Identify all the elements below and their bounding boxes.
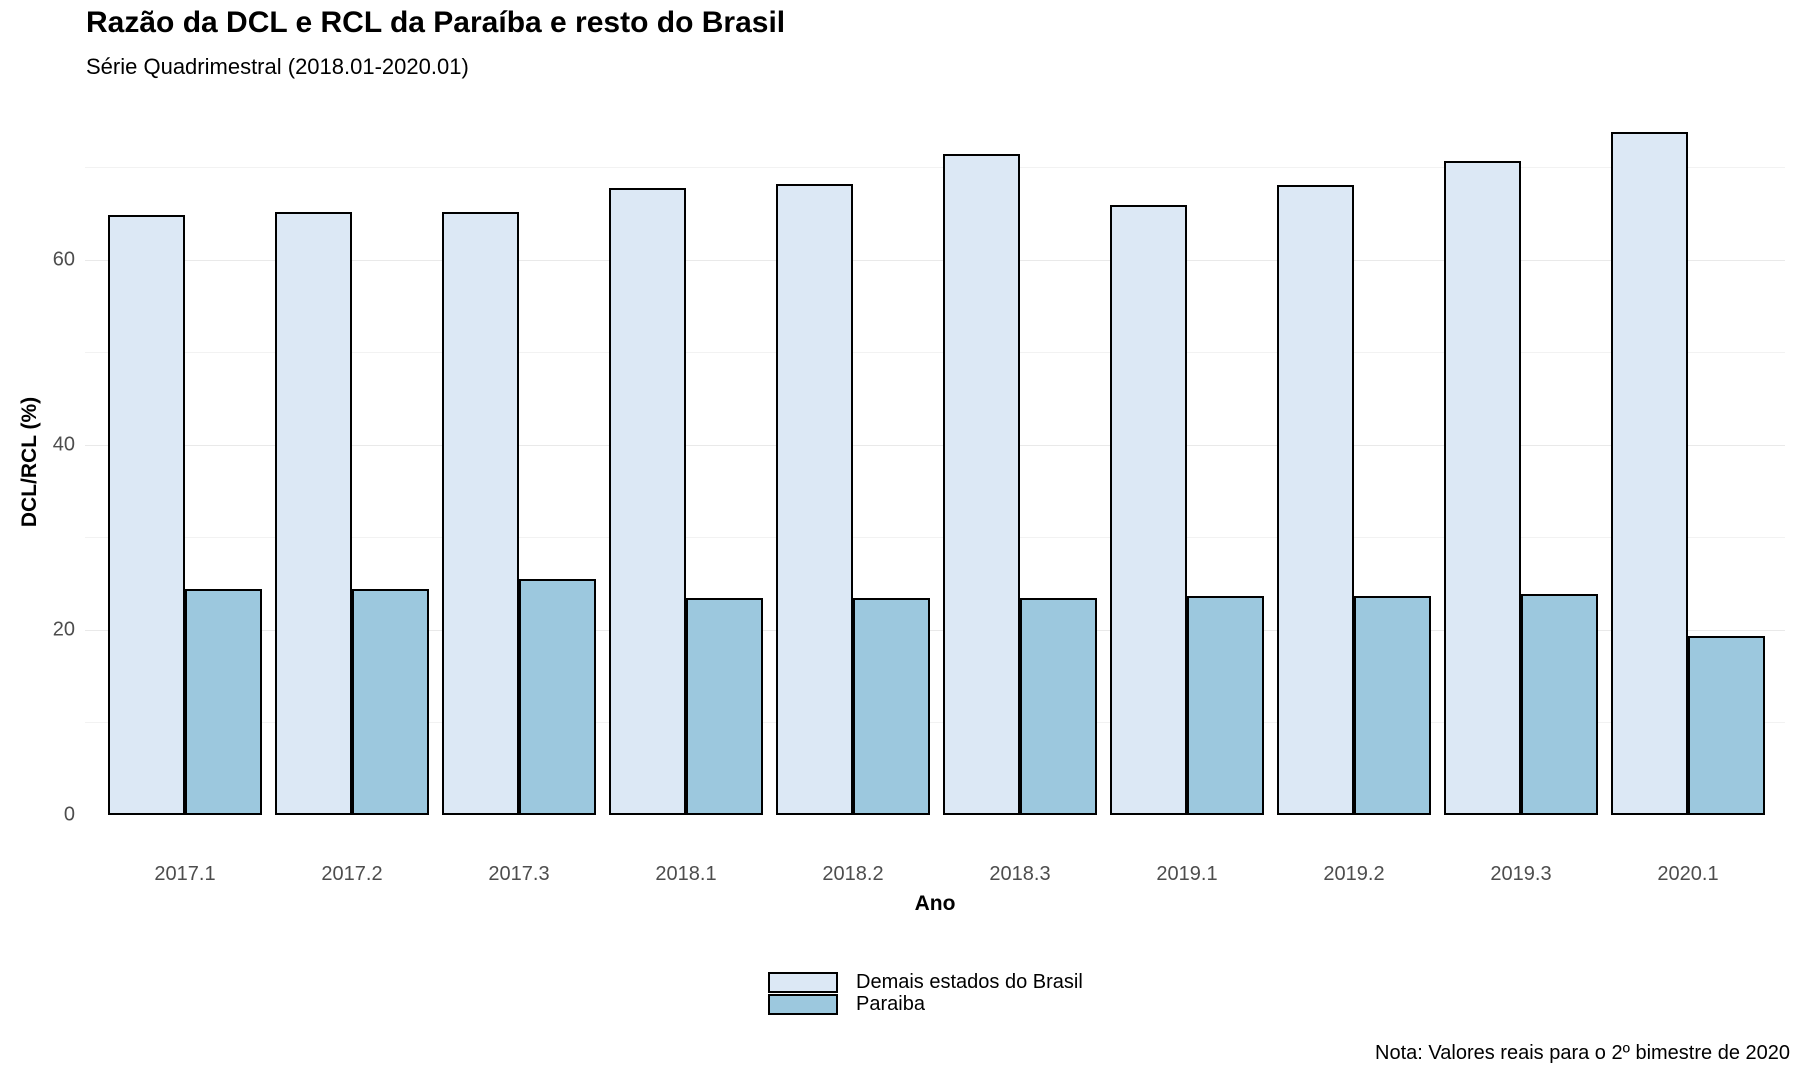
minor-gridline — [85, 537, 1785, 539]
bar-demais-2017.3 — [442, 211, 519, 815]
bar-paraiba-2018.1 — [686, 597, 763, 815]
x-tick-label: 2018.1 — [655, 863, 717, 885]
bar-paraiba-2017.3 — [519, 579, 596, 815]
legend-row-paraiba: Paraiba — [768, 993, 1083, 1015]
x-tick-label: 2017.2 — [321, 863, 383, 885]
bar-demais-2019.3 — [1444, 160, 1521, 815]
x-tick-label: 2019.3 — [1490, 863, 1552, 885]
legend-swatch-demais-icon — [768, 971, 838, 993]
y-tick-label: 20 — [52, 618, 75, 641]
major-gridline — [85, 629, 1785, 631]
x-tick-label: 2019.2 — [1323, 863, 1385, 885]
bar-paraiba-2019.3 — [1521, 593, 1598, 815]
bar-demais-2020.1 — [1611, 132, 1688, 815]
minor-gridline — [85, 722, 1785, 724]
major-gridline — [85, 259, 1785, 261]
bar-demais-2019.2 — [1277, 184, 1354, 815]
minor-gridline — [85, 167, 1785, 169]
bar-paraiba-2019.2 — [1354, 595, 1431, 815]
bar-demais-2017.2 — [275, 211, 352, 815]
x-tick-label: 2017.3 — [488, 863, 550, 885]
major-gridline — [85, 444, 1785, 446]
legend-label-demais: Demais estados do Brasil — [856, 970, 1083, 993]
x-tick-label: 2019.1 — [1156, 863, 1218, 885]
bar-paraiba-2018.3 — [1020, 597, 1097, 815]
y-tick-label: 40 — [52, 433, 75, 456]
legend-label-paraiba: Paraiba — [856, 992, 925, 1015]
chart-title: Razão da DCL e RCL da Paraíba e resto do… — [86, 6, 786, 39]
bar-demais-2018.1 — [609, 187, 686, 815]
x-tick-label: 2020.1 — [1657, 863, 1719, 885]
bar-paraiba-2017.1 — [185, 589, 262, 815]
minor-gridline — [85, 352, 1785, 354]
bar-demais-2019.1 — [1110, 205, 1187, 815]
plot-panel — [85, 110, 1785, 815]
y-tick-label: 0 — [63, 803, 75, 826]
bar-demais-2017.1 — [108, 214, 185, 815]
bar-paraiba-2017.2 — [352, 589, 429, 815]
legend: Demais estados do Brasil Paraiba — [768, 971, 1083, 1015]
x-tick-label: 2018.2 — [822, 863, 884, 885]
legend-row-demais: Demais estados do Brasil — [768, 971, 1083, 993]
bar-demais-2018.3 — [943, 154, 1020, 815]
caption-note: Nota: Valores reais para o 2º bimestre d… — [1375, 1042, 1790, 1064]
bar-demais-2018.2 — [776, 184, 853, 815]
bar-paraiba-2018.2 — [853, 597, 930, 815]
x-axis-title: Ano — [914, 892, 956, 915]
legend-swatch-paraiba-icon — [768, 993, 838, 1015]
chart-subtitle: Série Quadrimestral (2018.01-2020.01) — [86, 54, 469, 79]
bar-paraiba-2019.1 — [1187, 595, 1264, 815]
bar-paraiba-2020.1 — [1688, 635, 1765, 815]
x-tick-label: 2017.1 — [154, 863, 216, 885]
y-axis-title: DCL/RCL (%) — [18, 396, 41, 528]
y-tick-label: 60 — [52, 248, 75, 271]
x-tick-label: 2018.3 — [989, 863, 1051, 885]
